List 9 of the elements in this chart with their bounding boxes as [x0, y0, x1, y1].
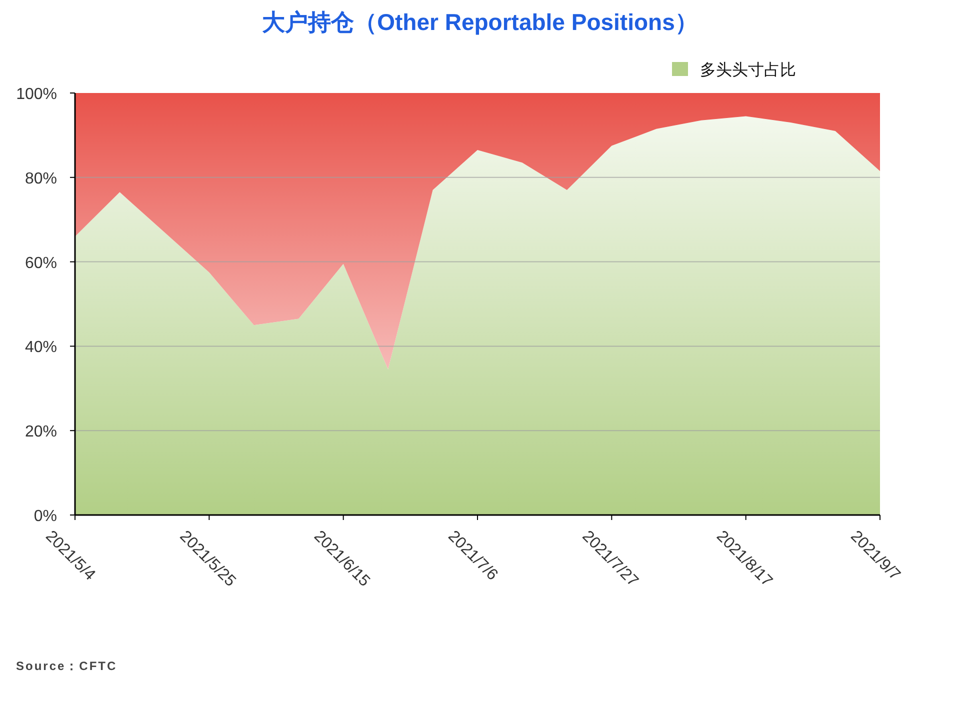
y-tick-label: 100% [16, 86, 57, 103]
legend-label: 多头头寸占比 [700, 61, 796, 79]
y-tick-label: 20% [24, 424, 57, 441]
y-tick-label: 80% [24, 170, 57, 188]
source-note: Source：CFTC [16, 659, 118, 673]
y-tick-label: 0% [34, 508, 57, 525]
y-tick-label: 60% [24, 254, 57, 272]
y-tick-label: 40% [24, 339, 57, 356]
chart-title: 大户持仓（Other Reportable Positions） [262, 9, 698, 35]
